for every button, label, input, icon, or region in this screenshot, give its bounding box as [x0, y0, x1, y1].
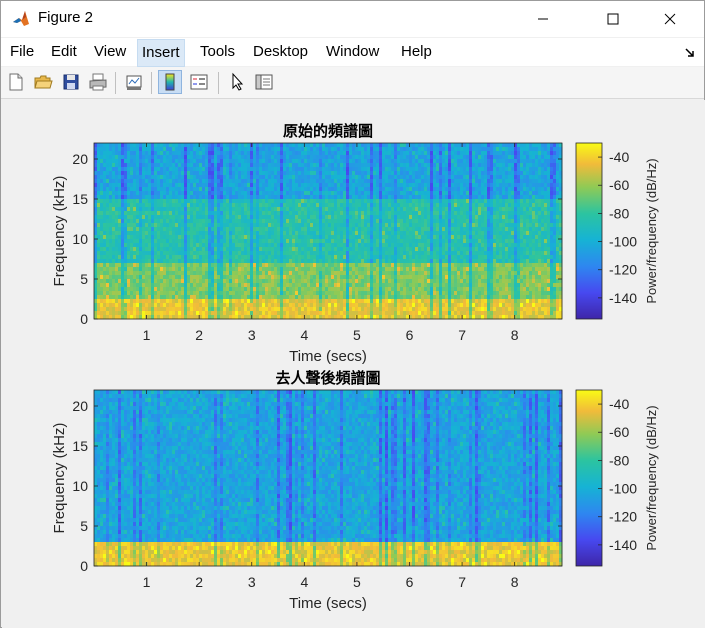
maximize-button[interactable] — [590, 1, 636, 37]
property-inspector-icon[interactable] — [252, 70, 276, 94]
x-tick-label: 6 — [406, 574, 414, 590]
colorbar-tick-label: -140 — [609, 290, 637, 306]
minimize-icon — [537, 13, 549, 25]
x-axis-label: Time (secs) — [289, 595, 367, 612]
print-icon[interactable] — [86, 70, 110, 94]
x-tick-label: 1 — [143, 327, 151, 343]
y-tick-label: 0 — [80, 311, 88, 327]
spectrogram-texture — [94, 143, 562, 319]
spectrogram-texture — [94, 390, 562, 566]
x-tick-label: 8 — [511, 327, 519, 343]
legend-icon[interactable] — [187, 70, 211, 94]
y-axis-label: Frequency (kHz) — [51, 423, 68, 534]
dock-arrow-icon[interactable] — [684, 46, 696, 58]
colorbar-tick-label: -80 — [609, 452, 629, 468]
toolbar-separator — [218, 72, 219, 94]
colorbar-tick-label: -120 — [609, 262, 637, 278]
menu-desktop[interactable]: Desktop — [249, 38, 312, 66]
y-tick-label: 0 — [80, 558, 88, 574]
menu-insert[interactable]: Insert — [137, 39, 185, 67]
y-tick-label: 15 — [72, 438, 88, 454]
colorbar — [576, 390, 602, 566]
maximize-icon — [607, 13, 619, 25]
spectrogram-2: 1 2 3 4 5 6 7 8 0 5 10 15 20 去人聲後頻譜圖 Time (secs) Freque… — [51, 369, 659, 612]
close-icon — [664, 13, 676, 25]
menu-view[interactable]: View — [90, 38, 130, 66]
plot-title: 原始的頻譜圖 — [283, 122, 373, 140]
save-icon[interactable] — [59, 70, 83, 94]
x-tick-label: 7 — [458, 574, 466, 590]
colorbar-tick-label: -60 — [609, 424, 629, 440]
x-axis-label: Time (secs) — [289, 348, 367, 365]
colorbar-label: Power/frequency (dB/Hz) — [644, 405, 659, 550]
link-plot-icon[interactable] — [122, 70, 146, 94]
x-tick-label: 5 — [353, 574, 361, 590]
figure-toolbar — [1, 67, 704, 99]
x-tick-label: 4 — [300, 574, 308, 590]
y-tick-label: 10 — [72, 231, 88, 247]
colorbar-tick-label: -120 — [609, 509, 637, 525]
y-tick-label: 5 — [80, 271, 88, 287]
x-tick-label: 2 — [195, 574, 203, 590]
title-bar: Figure 2 — [1, 1, 704, 37]
y-axis-label: Frequency (kHz) — [51, 176, 68, 287]
colorbar-label: Power/frequency (dB/Hz) — [644, 158, 659, 303]
x-tick-label: 5 — [353, 327, 361, 343]
window-title: Figure 2 — [38, 9, 93, 26]
y-tick-label: 20 — [72, 398, 88, 414]
y-tick-label: 10 — [72, 478, 88, 494]
minimize-button[interactable] — [520, 1, 566, 37]
x-tick-label: 2 — [195, 327, 203, 343]
colorbar-tick-label: -140 — [609, 537, 637, 553]
new-figure-icon[interactable] — [4, 70, 28, 94]
menu-bar: File Edit View Insert Tools Desktop Wind… — [1, 38, 704, 66]
menu-file[interactable]: File — [6, 38, 38, 66]
y-tick-label: 20 — [72, 151, 88, 167]
x-tick-label: 4 — [300, 327, 308, 343]
colorbar-tick-label: -100 — [609, 234, 637, 250]
menu-window[interactable]: Window — [322, 38, 383, 66]
colorbar — [576, 143, 602, 319]
menu-help[interactable]: Help — [397, 38, 436, 66]
matlab-icon — [11, 9, 31, 29]
y-tick-label: 5 — [80, 518, 88, 534]
menu-tools[interactable]: Tools — [196, 38, 239, 66]
close-button[interactable] — [647, 1, 693, 37]
y-tick-label: 15 — [72, 191, 88, 207]
pointer-icon[interactable] — [225, 70, 249, 94]
menu-edit[interactable]: Edit — [47, 38, 81, 66]
colorbar-tick-label: -100 — [609, 481, 637, 497]
open-file-icon[interactable] — [31, 70, 55, 94]
x-tick-label: 1 — [143, 574, 151, 590]
x-tick-label: 6 — [406, 327, 414, 343]
colorbar-icon[interactable] — [158, 70, 182, 94]
colorbar-tick-label: -40 — [609, 149, 629, 165]
x-tick-label: 8 — [511, 574, 519, 590]
colorbar-tick-label: -60 — [609, 177, 629, 193]
colorbar-tick-label: -40 — [609, 396, 629, 412]
plot-title: 去人聲後頻譜圖 — [275, 369, 380, 387]
x-tick-label: 3 — [248, 574, 256, 590]
toolbar-separator — [115, 72, 116, 94]
x-tick-label: 3 — [248, 327, 256, 343]
colorbar-tick-label: -80 — [609, 205, 629, 221]
x-tick-label: 7 — [458, 327, 466, 343]
spectrogram-1: 1 2 3 4 5 6 7 8 0 5 10 15 20 原始的頻譜圖 Time (secs) Frequen… — [51, 122, 659, 365]
toolbar-separator — [151, 72, 152, 94]
